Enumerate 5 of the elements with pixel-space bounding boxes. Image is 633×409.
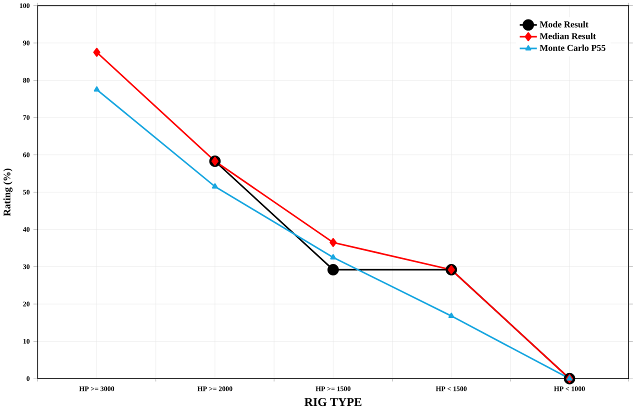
y-axis-title: Rating (%) <box>3 168 12 216</box>
legend-label: Median Result <box>540 32 596 39</box>
x-axis-title: RIG TYPE <box>304 398 362 406</box>
legend-label: Monte Carlo P55 <box>540 44 606 51</box>
legend-label: Mode Result <box>540 20 588 28</box>
